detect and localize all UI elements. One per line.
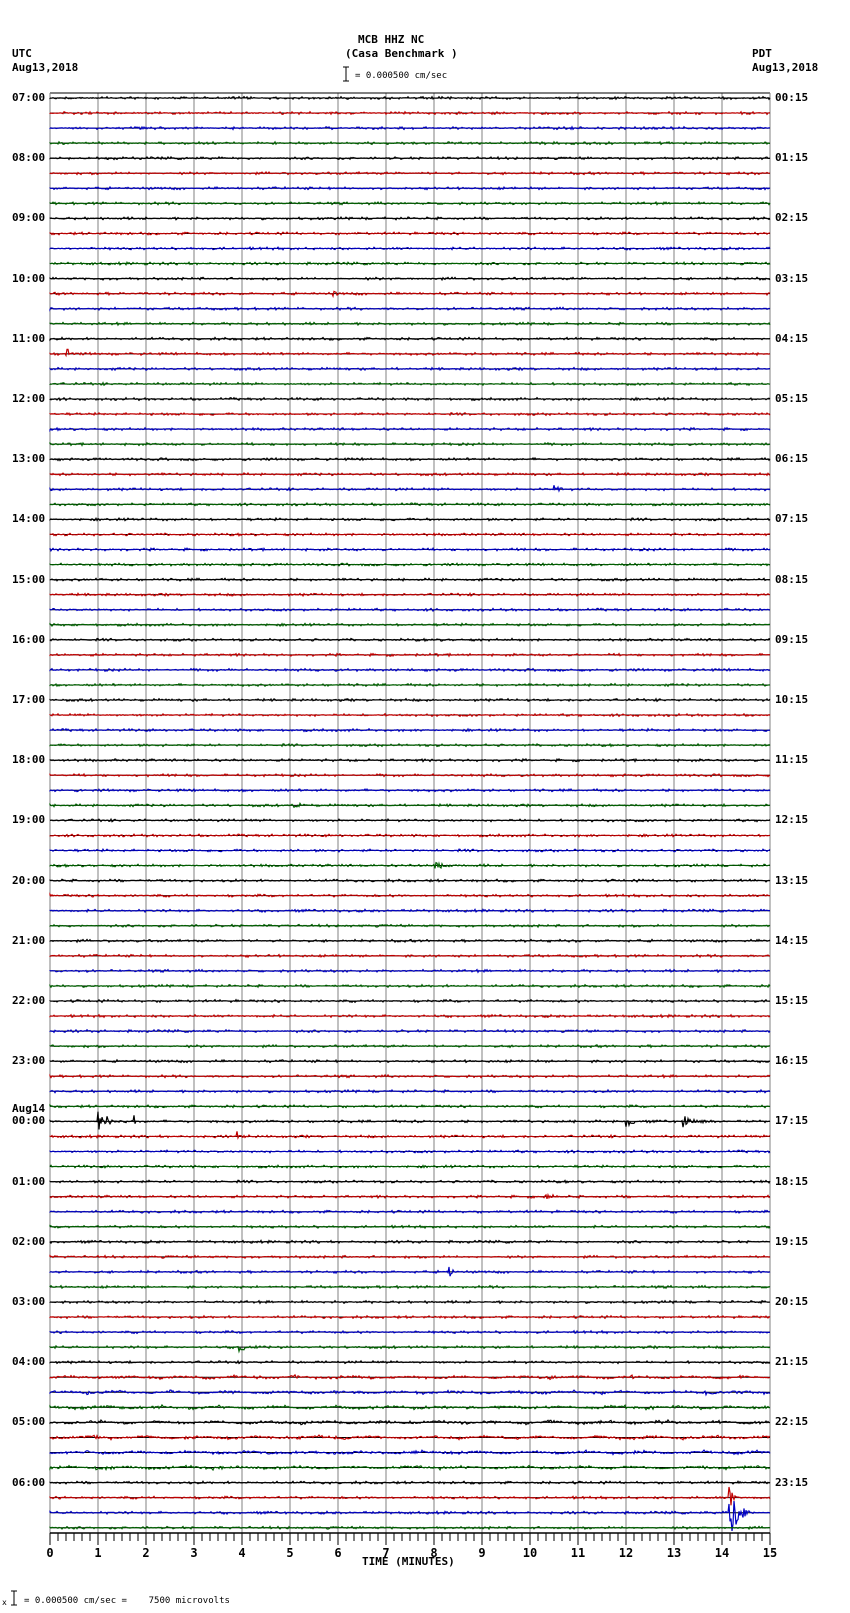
- utc-time-label: 08:00: [12, 151, 46, 165]
- pdt-time-label: 15:15: [775, 994, 809, 1007]
- utc-time-label: 15:00: [12, 572, 46, 586]
- pdt-time-label: 12:15: [775, 813, 809, 827]
- x-tick-label: 5: [286, 1546, 294, 1560]
- utc-time-label: Aug14 00:00: [12, 1102, 46, 1128]
- scale-value: = 0.000500 cm/sec: [355, 71, 448, 81]
- utc-time-label: 05:00: [12, 1415, 46, 1429]
- pdt-time-label: 23:15: [775, 1475, 809, 1489]
- x-tick-label: 1: [94, 1546, 102, 1560]
- pdt-time-label: 10:15: [775, 693, 809, 706]
- pdt-time-label: 01:15: [775, 151, 809, 165]
- pdt-time-label: 19:15: [775, 1234, 809, 1248]
- pdt-time-label: 21:15: [775, 1355, 809, 1369]
- scale-bar-icon: [343, 66, 349, 82]
- x-tick-label: 9: [478, 1546, 486, 1560]
- x-tick-label: 13: [666, 1546, 682, 1560]
- right-timezone: PDT: [752, 47, 772, 60]
- pdt-time-label: 18:15: [775, 1174, 809, 1188]
- footer-scale-text: = 0.000500 cm/sec = 7500 microvolts: [24, 1596, 230, 1606]
- x-tick-label: 2: [142, 1546, 150, 1560]
- pdt-time-label: 02:15: [775, 211, 809, 225]
- pdt-time-label: 03:15: [775, 271, 809, 285]
- pdt-time-label: 04:15: [775, 331, 809, 345]
- utc-time-label: 11:00: [12, 331, 46, 345]
- right-date: Aug13,2018: [752, 61, 819, 74]
- x-tick-label: 3: [190, 1546, 198, 1560]
- station-title: MCB HHZ NC: [358, 33, 425, 46]
- pdt-time-label: 11:15: [775, 753, 809, 767]
- utc-time-label: 13:00: [12, 452, 46, 466]
- utc-time-label: 14:00: [12, 512, 46, 526]
- utc-time-label: 21:00: [12, 933, 46, 947]
- pdt-time-label: 14:15: [775, 933, 809, 947]
- utc-time-label: 19:00: [12, 813, 46, 827]
- x-tick-label: 15: [762, 1546, 778, 1560]
- pdt-time-label: 08:15: [775, 572, 809, 586]
- pdt-time-label: 07:15: [775, 512, 809, 526]
- utc-time-label: 03:00: [12, 1295, 46, 1308]
- x-tick-label: 6: [334, 1546, 342, 1560]
- footer-prefix: x: [2, 1598, 7, 1607]
- x-tick-label: 11: [570, 1546, 586, 1560]
- utc-time-label: 09:00: [12, 211, 46, 225]
- x-tick-label: 12: [618, 1546, 634, 1560]
- pdt-time-label: 13:15: [775, 873, 809, 887]
- utc-time-label: 23:00: [12, 1054, 46, 1068]
- utc-time-label: 22:00: [12, 994, 46, 1007]
- x-tick-label: 0: [46, 1546, 54, 1560]
- pdt-time-label: 00:15: [775, 91, 809, 104]
- pdt-time-label: 09:15: [775, 632, 809, 646]
- utc-time-label: 01:00: [12, 1174, 46, 1188]
- footer-scale-bar-icon: [11, 1590, 17, 1606]
- utc-time-label: 02:00: [12, 1234, 46, 1248]
- utc-time-label: 12:00: [12, 392, 46, 405]
- x-tick-label: 4: [238, 1546, 246, 1560]
- x-tick-label: 7: [382, 1546, 390, 1560]
- site-name: (Casa Benchmark ): [345, 47, 458, 60]
- x-tick-label: 8: [430, 1546, 438, 1560]
- utc-time-label: 10:00: [12, 271, 46, 285]
- x-tick-label: 10: [522, 1546, 538, 1560]
- left-date: Aug13,2018: [12, 61, 79, 74]
- x-axis-title: TIME (MINUTES): [362, 1555, 455, 1568]
- pdt-time-label: 22:15: [775, 1415, 809, 1429]
- utc-time-label: 20:00: [12, 873, 46, 887]
- utc-time-label: 04:00: [12, 1355, 46, 1369]
- utc-time-label: 06:00: [12, 1475, 46, 1489]
- pdt-time-label: 05:15: [775, 392, 809, 405]
- x-tick-label: 14: [714, 1546, 730, 1560]
- utc-time-label: 07:00: [12, 91, 46, 104]
- left-timezone: UTC: [12, 47, 32, 60]
- utc-time-label: 17:00: [12, 693, 46, 706]
- pdt-time-label: 06:15: [775, 452, 809, 466]
- pdt-time-label: 17:15: [775, 1114, 809, 1128]
- pdt-time-label: 20:15: [775, 1295, 809, 1308]
- utc-time-label: 16:00: [12, 632, 46, 646]
- pdt-time-label: 16:15: [775, 1054, 809, 1068]
- utc-time-label: 18:00: [12, 753, 46, 767]
